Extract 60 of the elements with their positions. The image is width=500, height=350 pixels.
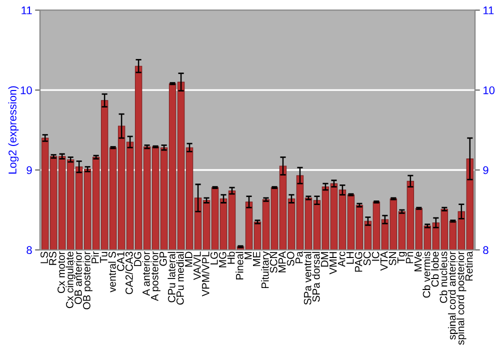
y-tick-label: 9 [26,166,32,174]
x-tick-label: ventral S [108,252,116,292]
x-tick-label: Cb vermis [422,252,430,298]
x-tick-label: VPM/VPL [202,252,210,296]
x-tick-label: Tg [397,252,407,264]
y-tick-label: 11 [22,6,32,14]
x-tick-label: Cx motor [58,251,65,294]
y2-tick-label: 9 [483,166,488,174]
x-tick-label: SPa dorsal [312,252,320,302]
x-tick-label: A posterior [150,251,160,302]
y2-tick-label: 11 [483,6,494,14]
x-tick-label: VMH [329,252,337,274]
y-tick-label: 10 [20,86,32,94]
x-tick-label: Retina [465,251,473,281]
x-tick-label: Pn [406,252,414,264]
x-tick-label: Cb lobe [431,252,439,287]
x-tick-label: spinal cord posterior [456,251,466,345]
x-tick-label: SCN [270,252,278,273]
y-tick-label: 8 [26,246,32,254]
x-tick-label: Tu [100,252,108,263]
x-tick-label: Cx cingulate [66,252,76,308]
x-tick-label: Pineal [236,252,244,280]
x-tick-label: ME [253,252,260,266]
x-tick-label: CPu lateral [168,252,176,302]
x-tick-label: SPa ventral [304,252,312,305]
x-tick-label: LG [210,252,218,264]
x-tick-label: DM [320,252,328,267]
x-tick-label: MD [185,252,192,267]
x-tick-label: Cb nucleus [440,252,448,303]
x-tick-label: A anterior [142,251,150,296]
x-tick-label: IC [372,252,380,261]
x-tick-label: DG [134,252,142,266]
x-tick-label: SN [388,252,396,266]
y2-tick-label: 8 [483,246,488,254]
x-tick-label: VTA [380,251,388,271]
x-tick-label: PAG [354,252,362,272]
x-tick-label: Pir [91,251,99,264]
x-tick-label: GP [159,252,167,266]
y-axis-title: Log2 (expression) [8,86,19,174]
x-tick-label: MG [218,252,226,268]
x-tick-label: LS [40,252,48,264]
x-tick-label: M [244,252,252,260]
x-tick-label: SC [363,252,371,266]
x-tick-label: OB posterior [82,251,92,310]
x-tick-label: Arc [338,252,346,267]
x-tick-label: Pa [296,251,303,264]
x-tick-label: SO [286,252,294,266]
x-tick-label: MPA [278,251,286,272]
x-tick-label: spinal cord anterior [448,251,458,340]
x-tick-label: CPu medial [176,252,184,305]
x-tick-label: CA1 [116,252,124,272]
x-tick-label: MVe [414,252,422,272]
x-tick-label: RS [49,252,56,265]
x-tick-label: LH [346,252,354,264]
y2-tick-label: 10 [483,86,495,94]
x-tick-label: CA2/CA3 [125,252,133,294]
x-tick-label: VA/VL [193,252,201,280]
x-tick-label: Hb [227,252,235,264]
x-tick-label: OB anterior [74,251,82,304]
x-tick-label: Pituitary [261,251,271,288]
